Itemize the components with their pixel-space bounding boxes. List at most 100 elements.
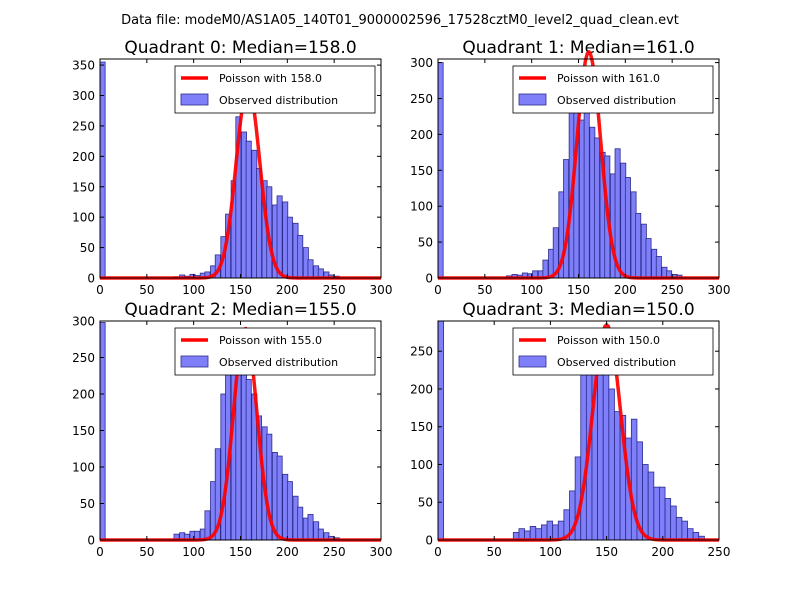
histogram-bar [297,235,304,279]
y-tick-label: 50 [80,497,95,511]
histogram-bar [552,524,559,541]
histogram-bar [307,259,314,279]
figure-suptitle: Data file: modeM0/AS1A05_140T01_90000025… [121,13,679,28]
x-tick-label: 300 [370,283,393,297]
histogram-bar [541,524,548,541]
x-tick-label: 150 [567,283,590,297]
histogram-bar [645,238,652,279]
y-tick-label: 100 [72,461,95,475]
histogram-bar [286,481,293,541]
legend-patch-swatch [518,355,547,368]
x-tick-label: 50 [477,283,492,297]
histogram-bar [664,498,672,541]
y-tick-label: 250 [410,92,433,106]
legend-label-observed: Observed distribution [219,94,338,107]
x-tick-label: 200 [276,545,299,559]
x-tick-label: 300 [708,283,731,297]
legend: Poisson with 158.0 Observed distribution [174,65,376,114]
quadrant-2-panel: Quadrant 2: Median=155.0 0 50 100 150 200 250 3… [72,300,392,559]
y-tick-label: 50 [418,496,433,510]
histogram-bar [659,486,666,541]
histogram-bar [529,526,537,541]
histogram-bar [670,505,677,541]
x-tick-label: 150 [229,283,252,297]
histogram-bar [245,378,252,541]
y-tick-label: 0 [87,272,95,286]
x-tick-label: 250 [323,283,346,297]
x-tick-label: 150 [229,545,252,559]
legend-patch-swatch [180,93,209,106]
histogram-bar [99,61,106,279]
x-tick-label: 50 [487,545,502,559]
histogram-bar [647,471,655,541]
y-tick-label: 100 [410,458,433,472]
x-tick-label: 0 [434,545,442,559]
x-tick-label: 100 [520,283,543,297]
legend-label-observed: Observed distribution [219,356,338,369]
histogram-bar [286,216,293,279]
histogram-bar [276,455,283,541]
legend: Poisson with 161.0 Observed distribution [512,65,714,114]
y-tick-label: 300 [72,315,95,329]
y-tick-label: 50 [418,236,433,250]
legend-label-observed: Observed distribution [557,356,676,369]
y-tick-label: 50 [80,241,95,255]
legend-label-poisson: Poisson with 158.0 [219,72,322,85]
quadrant-1-panel: Quadrant 1: Median=161.0 0 50 100 150 200 250 3… [410,38,730,297]
axes-frame [437,320,720,541]
histogram-bar [546,520,554,541]
histogram-bar [204,510,211,541]
quadrant-1-title: Quadrant 1: Median=161.0 [462,38,694,58]
legend: Poisson with 155.0 Observed distribution [174,327,376,376]
legend-patch-swatch [518,93,547,106]
x-tick-label: 100 [539,545,562,559]
y-tick-label: 150 [410,164,433,178]
x-tick-label: 0 [434,283,442,297]
y-tick-label: 0 [425,534,433,548]
legend-label-observed: Observed distribution [557,94,676,107]
histogram-bar [624,177,631,279]
x-tick-label: 150 [595,545,618,559]
quadrant-2-title: Quadrant 2: Median=155.0 [124,300,356,320]
histogram-bar [614,411,621,541]
x-tick-label: 300 [370,545,393,559]
x-tick-label: 250 [323,545,346,559]
x-tick-label: 200 [651,545,674,559]
histogram-bar [297,506,304,541]
histogram-bar [653,486,660,541]
x-tick-label: 100 [182,283,205,297]
histogram-bar [675,516,683,541]
y-tick-label: 0 [87,534,95,548]
y-tick-label: 150 [72,424,95,438]
legend-label-poisson: Poisson with 161.0 [557,72,660,85]
y-tick-label: 0 [425,272,433,286]
y-tick-label: 300 [72,89,95,103]
histogram-bar [642,464,649,541]
histogram-bar [602,365,610,541]
x-tick-label: 250 [661,283,684,297]
y-tick-label: 200 [72,150,95,164]
legend-patch-swatch [180,355,209,368]
legend-label-poisson: Poisson with 150.0 [557,334,660,347]
x-tick-label: 50 [139,545,154,559]
y-tick-label: 250 [410,345,433,359]
y-tick-label: 200 [72,388,95,402]
histogram-bar [608,388,615,541]
histogram-bar [635,212,642,279]
y-tick-label: 200 [410,128,433,142]
y-tick-label: 300 [410,56,433,70]
histogram-bar [99,322,106,541]
histogram-bar [307,514,314,541]
x-tick-label: 200 [276,283,299,297]
histogram-bar [655,256,662,279]
y-tick-label: 200 [410,382,433,396]
y-tick-label: 150 [72,180,95,194]
legend: Poisson with 150.0 Observed distribution [512,327,714,376]
histogram-bar [597,358,604,541]
histogram-bar [681,520,688,541]
y-tick-label: 100 [410,200,433,214]
x-tick-label: 250 [708,545,731,559]
y-tick-label: 250 [72,351,95,365]
histogram-bar [276,195,283,279]
y-tick-label: 350 [72,59,95,73]
